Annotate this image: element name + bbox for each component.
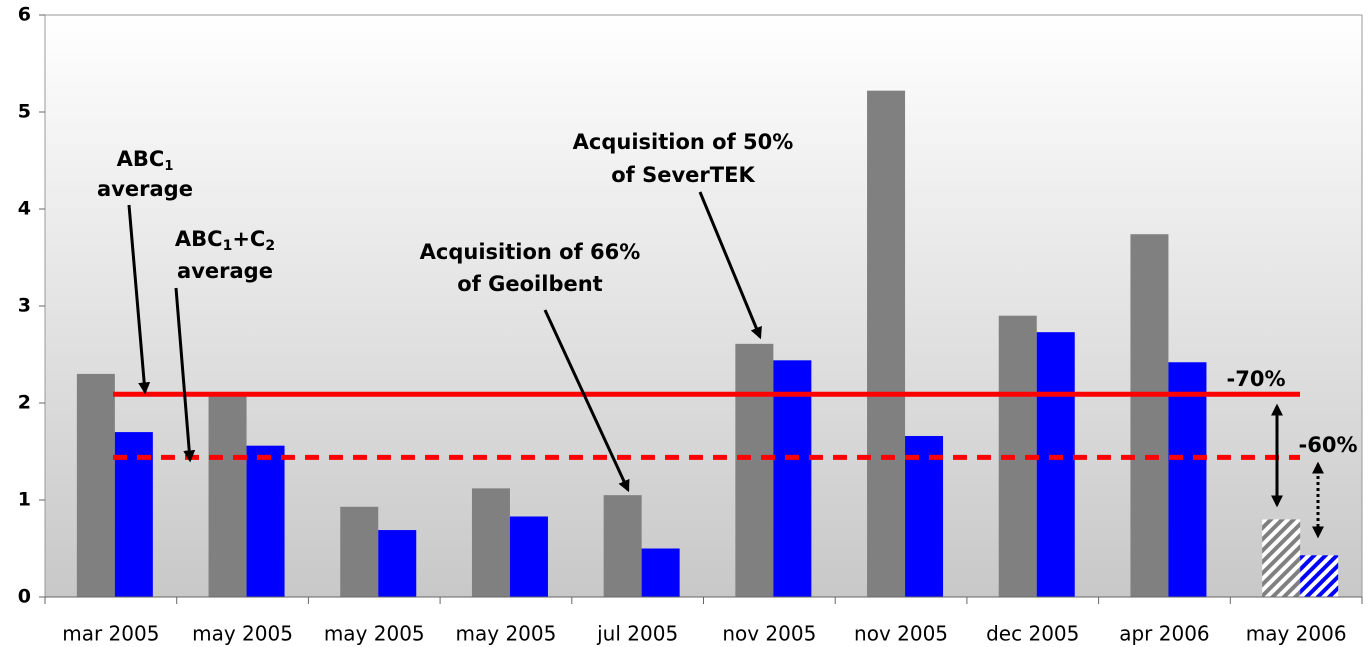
bar — [735, 343, 774, 597]
arrow — [127, 204, 151, 395]
arrows — [127, 191, 1324, 539]
arrow — [174, 287, 196, 463]
bar — [1262, 519, 1301, 597]
annotation: ABC1 — [117, 147, 174, 174]
bar — [641, 548, 680, 597]
annotation: Acquisition of 50% — [573, 130, 794, 154]
annotation: -60% — [1299, 433, 1358, 457]
bar — [603, 495, 642, 597]
annotation: Acquisition of 66% — [420, 240, 641, 264]
x-tick-label: jul 2005 — [596, 622, 678, 646]
annotation: of Geoilbent — [457, 272, 602, 296]
annotation: ABC1+C2 — [175, 227, 275, 254]
bar — [905, 435, 944, 597]
x-tick-label: may 2006 — [1246, 622, 1347, 646]
annotation: of SeverTEK — [611, 163, 755, 187]
x-tick-label: dec 2005 — [986, 622, 1079, 646]
bar — [773, 360, 812, 597]
x-tick-label: apr 2006 — [1119, 622, 1209, 646]
annotation: -70% — [1227, 367, 1286, 391]
x-tick-label: may 2005 — [456, 622, 557, 646]
bar — [1036, 332, 1075, 597]
y-tick-label: 0 — [18, 586, 31, 608]
x-tick-label: nov 2005 — [722, 622, 816, 646]
x-tick-label: mar 2005 — [62, 622, 159, 646]
bar — [1130, 234, 1169, 597]
bar — [1168, 362, 1207, 597]
bar — [76, 373, 115, 597]
bar — [208, 393, 247, 597]
y-tick-label: 4 — [18, 198, 31, 220]
x-tick-label: may 2005 — [192, 622, 293, 646]
annotation: average — [97, 177, 193, 201]
y-tick-label: 5 — [18, 101, 31, 123]
bar — [509, 516, 548, 597]
bar — [1300, 555, 1339, 597]
bar — [378, 530, 417, 597]
y-tick-label: 1 — [18, 489, 31, 511]
bar — [867, 90, 906, 597]
bar — [246, 445, 285, 597]
y-tick-label: 2 — [18, 392, 31, 414]
annotations: ABC1 average ABC1+C2 average Acquisition… — [97, 130, 1357, 457]
y-tick-label: 3 — [18, 295, 31, 317]
bar — [340, 506, 379, 597]
arrow — [543, 309, 630, 493]
arrow — [698, 191, 762, 340]
x-tick-label: nov 2005 — [854, 622, 948, 646]
x-tick-label: may 2005 — [324, 622, 425, 646]
bar — [471, 488, 510, 597]
annotation: average — [177, 259, 273, 283]
y-tick-label: 6 — [18, 4, 31, 26]
